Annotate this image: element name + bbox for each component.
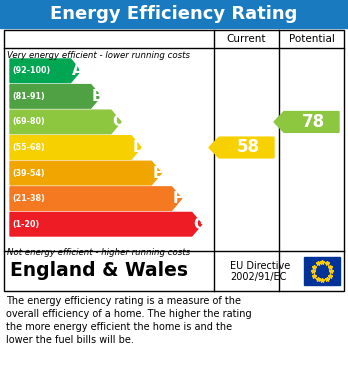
Text: (21-38): (21-38) <box>12 194 45 203</box>
Polygon shape <box>10 136 141 159</box>
Text: the more energy efficient the home is and the: the more energy efficient the home is an… <box>6 322 232 332</box>
Bar <box>0 0 348 28</box>
Polygon shape <box>10 161 161 185</box>
Text: Not energy efficient - higher running costs: Not energy efficient - higher running co… <box>7 248 190 257</box>
Bar <box>4 30 344 291</box>
Text: F: F <box>173 191 183 206</box>
Text: overall efficiency of a home. The higher the rating: overall efficiency of a home. The higher… <box>6 309 252 319</box>
Polygon shape <box>10 212 202 236</box>
Text: Current: Current <box>227 34 266 44</box>
Text: (1-20): (1-20) <box>12 220 39 229</box>
Text: Very energy efficient - lower running costs: Very energy efficient - lower running co… <box>7 51 190 60</box>
Text: D: D <box>132 140 145 155</box>
Text: 58: 58 <box>237 138 260 156</box>
Text: England & Wales: England & Wales <box>10 262 188 280</box>
Text: (81-91): (81-91) <box>12 92 45 101</box>
Text: The energy efficiency rating is a measure of the: The energy efficiency rating is a measur… <box>6 296 241 306</box>
Bar <box>304 257 340 285</box>
Text: (55-68): (55-68) <box>12 143 45 152</box>
Text: Energy Efficiency Rating: Energy Efficiency Rating <box>50 5 298 23</box>
Text: E: E <box>152 165 163 181</box>
Text: (39-54): (39-54) <box>12 169 45 178</box>
Polygon shape <box>10 84 101 108</box>
Text: (69-80): (69-80) <box>12 117 45 126</box>
Text: Potential: Potential <box>288 34 334 44</box>
Text: C: C <box>112 115 123 129</box>
Polygon shape <box>10 59 81 83</box>
Text: G: G <box>193 217 205 232</box>
Text: 2002/91/EC: 2002/91/EC <box>230 272 286 282</box>
Text: A: A <box>72 63 84 78</box>
Polygon shape <box>274 111 339 132</box>
Text: lower the fuel bills will be.: lower the fuel bills will be. <box>6 335 134 345</box>
Text: (92-100): (92-100) <box>12 66 50 75</box>
Text: EU Directive: EU Directive <box>230 261 290 271</box>
Polygon shape <box>209 137 274 158</box>
Text: B: B <box>92 89 103 104</box>
Polygon shape <box>10 187 182 210</box>
Polygon shape <box>10 110 121 134</box>
Text: 78: 78 <box>302 113 325 131</box>
